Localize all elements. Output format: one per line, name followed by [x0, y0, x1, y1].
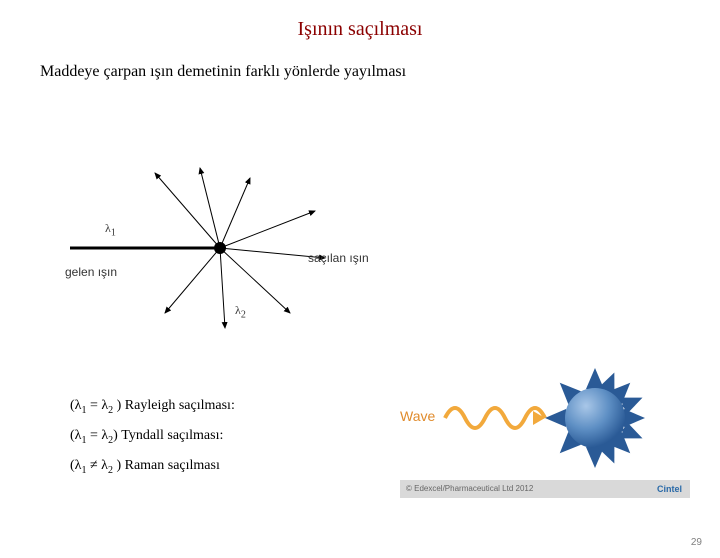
- incoming-label: gelen ışın: [65, 265, 117, 279]
- list-item: (λ1 ≠ λ2 ) Raman saçılması: [70, 458, 235, 476]
- subtitle-text: Maddeye çarpan ışın demetinin farklı yön…: [40, 63, 406, 80]
- wave-svg: [400, 368, 690, 478]
- copyright-bar: © Edexcel/Pharmaceutical Ltd 2012 Cintel: [400, 480, 690, 498]
- wave-infographic: Wave: [400, 368, 690, 498]
- copyright-text: © Edexcel/Pharmaceutical Ltd 2012: [406, 484, 533, 493]
- scattering-diagram: λ1 λ2 gelen ışın saçılan ışın: [70, 163, 370, 333]
- scattered-label: saçılan ışın: [308, 251, 369, 265]
- page-title: Işının saçılması: [0, 18, 720, 41]
- logo-text: Cintel: [657, 480, 682, 498]
- list-item: (λ1 = λ2 ) Rayleigh saçılması:: [70, 398, 235, 416]
- lambda1-label: λ1: [105, 221, 116, 238]
- scattering-types-list: (λ1 = λ2 ) Rayleigh saçılması: (λ1 = λ2)…: [70, 398, 235, 487]
- subtitle: Maddeye çarpan ışın demetinin farklı yön…: [40, 63, 720, 81]
- scattering-svg: [70, 163, 370, 333]
- lambda2-label: λ2: [235, 303, 246, 320]
- wave-label: Wave: [400, 408, 435, 424]
- page-number: 29: [691, 537, 702, 548]
- list-item: (λ1 = λ2) Tyndall saçılması:: [70, 428, 235, 446]
- title-text: Işının saçılması: [298, 18, 423, 40]
